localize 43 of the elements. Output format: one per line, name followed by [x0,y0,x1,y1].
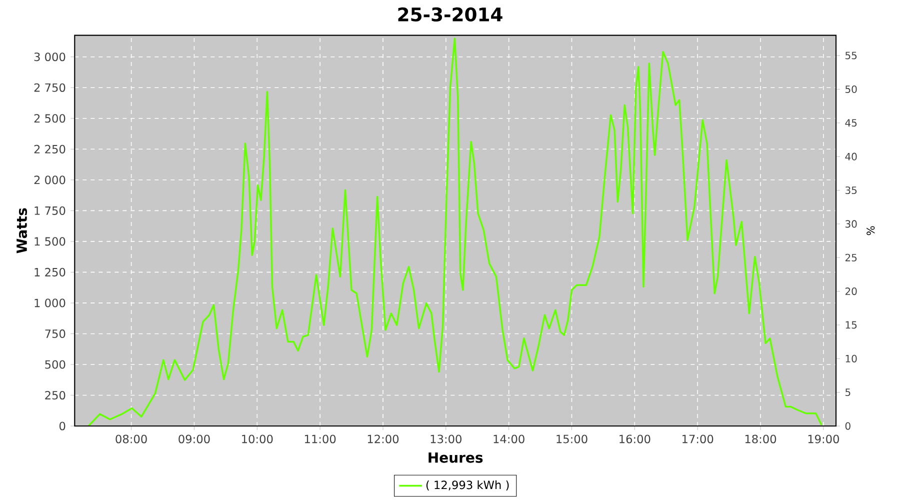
y2-axis-title: % [866,226,875,236]
x-tick-label: 17:00 [682,434,714,444]
y2-tick-label: 35 [845,186,857,194]
x-tick-label: 11:00 [304,434,336,444]
y2-tick-label: 50 [846,85,857,94]
x-axis-title: Heures [428,452,483,463]
y2-tick-label: 20 [845,288,857,296]
x-tick-label: 08:00 [116,434,147,444]
x-tick-label: 15:00 [556,434,588,444]
y2-tick-label: 15 [846,321,857,329]
y2-tick-label: 45 [845,119,857,127]
y2-tick-label: 30 [845,220,857,228]
y-tick-label: 2 250 [34,144,66,154]
y-tick-label: 1 000 [34,298,66,308]
x-tick-label: 13:00 [430,434,462,444]
x-tick-label: 10:00 [242,434,273,444]
y-tick-label: 2 000 [34,176,66,184]
x-tick-label: 19:00 [808,434,839,444]
y-tick-label: 0 [59,422,66,430]
legend-label: ( 12,993 kWh ) [426,480,509,491]
chart-title: 25-3-2014 [398,7,502,22]
y-tick-label: 3 000 [34,52,66,62]
y2-tick-label: 10 [846,354,857,362]
x-tick-label: 14:00 [494,434,524,444]
y-tick-label: 1 750 [34,206,66,215]
line-series [88,38,822,426]
y2-tick-label: 5 [846,388,850,396]
y2-tick-label: 0 [845,422,850,430]
x-tick-label: 12:00 [368,434,399,444]
x-tick-label: 16:00 [620,434,650,444]
y2-tick-label: 55 [846,52,857,60]
y-axis-title: Watts [16,208,28,254]
y-tick-label: 1 500 [34,237,66,246]
y-tick-label: 1 250 [34,268,66,276]
x-tick-label: 09:00 [178,434,210,444]
y-tick-label: 2 750 [34,83,66,92]
y2-tick-label: 25 [845,254,857,262]
y-tick-label: 2 500 [34,114,66,123]
y-tick-label: 500 [45,360,66,369]
y-tick-label: 250 [45,390,66,400]
y2-tick-label: 40 [845,152,857,160]
x-tick-label: 18:00 [745,434,776,444]
y-tick-label: 750 [45,329,66,338]
